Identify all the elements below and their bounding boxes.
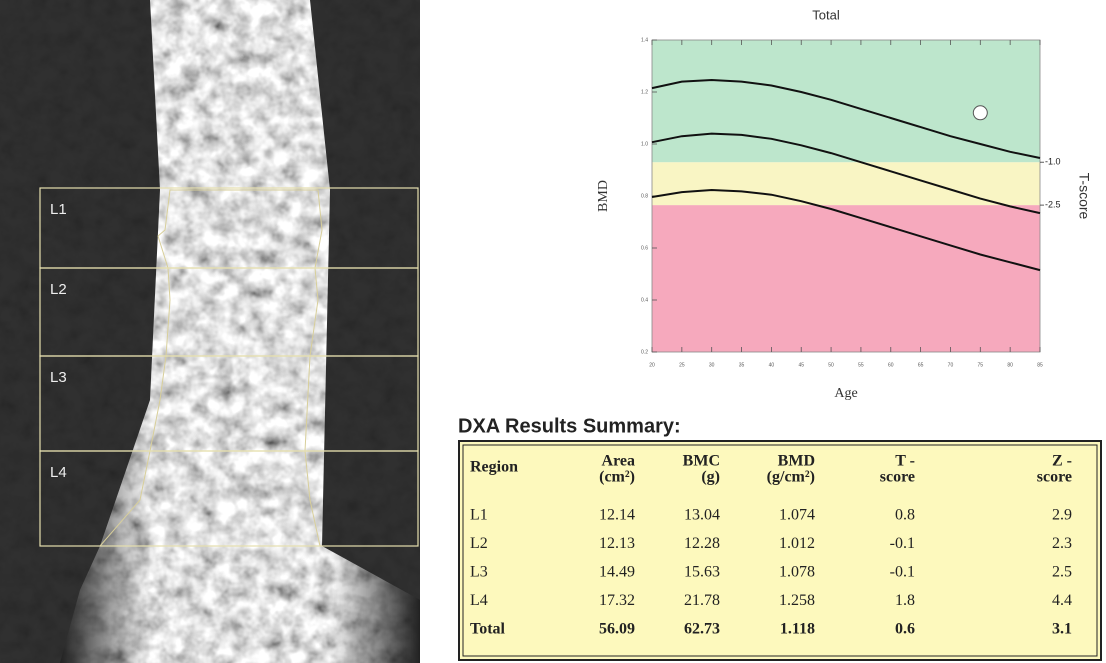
table-cell: 0.8 [895, 507, 915, 524]
x-tick-label: 50 [828, 362, 834, 368]
column-header: BMC [683, 453, 720, 470]
column-header: score [880, 469, 915, 486]
report: L1 L2 L3 L4 0.2 0.4 0.6 0.8 1.0 1.2 1.4 20 25 30 35 40… [0, 0, 1106, 663]
table-heading: DXA Results Summary: [458, 415, 681, 437]
risk-band [652, 205, 1040, 352]
table-cell: L3 [470, 564, 488, 581]
y-tick-label: 1.2 [641, 89, 648, 95]
table-cell: L4 [470, 592, 488, 609]
table-cell: 3.1 [1052, 621, 1072, 638]
table-cell: Total [470, 621, 506, 638]
y2-tick-label: -2.5 [1045, 199, 1061, 209]
x-tick-label: 45 [798, 362, 804, 368]
y2-tick-label: -1.0 [1045, 157, 1061, 167]
table-cell: 1.078 [779, 564, 815, 581]
y-tick-label: 0.8 [641, 193, 648, 199]
table-cell: 1.012 [779, 535, 815, 552]
chart: 0.2 0.4 0.6 0.8 1.0 1.2 1.4 20 25 30 35 40 45 50 55 60 6… [596, 7, 1092, 401]
table-cell: 1.258 [779, 592, 815, 609]
column-header: BMD [778, 453, 815, 470]
table-cell: 12.13 [599, 535, 635, 552]
y-tick-label: 0.4 [641, 297, 648, 303]
table-cell: 56.09 [599, 621, 635, 638]
column-header: Area [602, 453, 635, 470]
table-cell: -0.1 [890, 564, 915, 581]
y-tick-label: 1.0 [641, 141, 648, 147]
table-cell: 13.04 [684, 507, 720, 524]
column-header: Region [470, 459, 518, 476]
column-header: score [1037, 469, 1072, 486]
chart-title: Total [812, 7, 840, 22]
table-cell: 14.49 [599, 564, 635, 581]
xray-image: L1 L2 L3 L4 [0, 0, 420, 663]
table-cell: 15.63 [684, 564, 720, 581]
x-tick-label: 55 [858, 362, 864, 368]
y-tick-label: 0.6 [641, 245, 648, 251]
table-cell: 4.4 [1052, 592, 1072, 609]
table-cell: 0.6 [895, 621, 915, 638]
column-header: (cm²) [599, 469, 635, 486]
table-cell: 1.8 [895, 592, 915, 609]
region-label: L3 [50, 369, 67, 386]
table-cell: 2.9 [1052, 507, 1072, 524]
column-header: (g) [701, 469, 720, 486]
x-axis-label: Age [834, 386, 857, 401]
x-tick-label: 75 [978, 362, 984, 368]
x-tick-label: 20 [649, 362, 655, 368]
table-cell: L2 [470, 535, 488, 552]
x-tick-label: 40 [769, 362, 775, 368]
xray-bone [0, 0, 420, 663]
table-cell: 2.3 [1052, 535, 1072, 552]
patient-point [973, 106, 987, 120]
column-header: Z - [1052, 453, 1072, 470]
column-header: T - [895, 453, 915, 470]
table-cell: L1 [470, 507, 488, 524]
x-tick-label: 25 [679, 362, 685, 368]
table-cell: 17.32 [599, 592, 635, 609]
region-label: L2 [50, 281, 67, 298]
table-cell: 2.5 [1052, 564, 1072, 581]
x-tick-label: 70 [948, 362, 954, 368]
column-header: (g/cm²) [767, 469, 815, 486]
region-label: L1 [50, 201, 67, 218]
x-tick-label: 80 [1007, 362, 1013, 368]
region-label: L4 [50, 464, 67, 481]
page: {"xray": {"labels": ["L1", "L2", "L3", "… [0, 0, 1106, 663]
x-tick-label: 65 [918, 362, 924, 368]
table-cell: 12.28 [684, 535, 720, 552]
x-tick-label: 35 [739, 362, 745, 368]
x-tick-label: 60 [888, 362, 894, 368]
y-axis-label: BMD [596, 180, 611, 212]
table-cell: 12.14 [599, 507, 635, 524]
x-tick-label: 30 [709, 362, 715, 368]
y2-axis-label: T-score [1076, 173, 1092, 220]
table-cell: 62.73 [684, 621, 720, 638]
table-cell: 21.78 [684, 592, 720, 609]
y-tick-label: 1.4 [641, 37, 648, 43]
table-cell: 1.074 [779, 507, 815, 524]
x-tick-label: 85 [1037, 362, 1043, 368]
table-cell: 1.118 [780, 621, 815, 638]
table-cell: -0.1 [890, 535, 915, 552]
y-tick-label: 0.2 [641, 349, 648, 355]
